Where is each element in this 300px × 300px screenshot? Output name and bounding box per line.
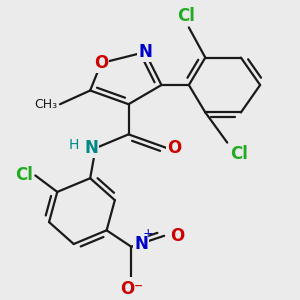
Text: N: N xyxy=(138,43,152,61)
Text: O: O xyxy=(94,54,108,72)
Text: +: + xyxy=(142,227,153,240)
Text: N: N xyxy=(134,235,148,253)
Text: O: O xyxy=(167,139,181,157)
Text: CH₃: CH₃ xyxy=(34,98,57,111)
Text: H: H xyxy=(69,138,79,152)
Text: O⁻: O⁻ xyxy=(120,280,143,298)
Text: Cl: Cl xyxy=(15,167,33,184)
Text: Cl: Cl xyxy=(230,145,248,163)
Text: O: O xyxy=(170,227,184,245)
Text: N: N xyxy=(85,139,98,157)
Text: Cl: Cl xyxy=(177,7,195,25)
